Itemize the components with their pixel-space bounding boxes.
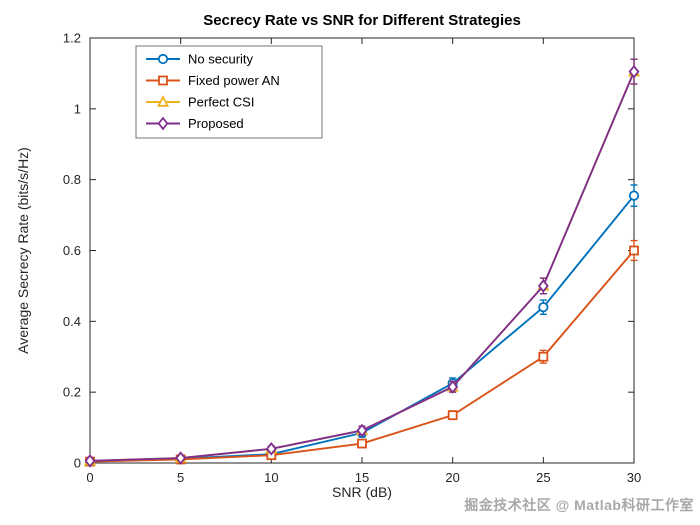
fixed-power-an-marker	[538, 351, 549, 362]
legend-label: No security	[188, 52, 254, 67]
x-tick-label: 5	[177, 470, 184, 485]
x-tick-label: 25	[536, 470, 550, 485]
legend-label: Perfect CSI	[188, 95, 254, 110]
legend-label: Fixed power AN	[188, 73, 280, 88]
proposed-marker	[537, 279, 549, 293]
legend-item-fixed-power-an: Fixed power AN	[146, 73, 280, 88]
series-proposed	[84, 58, 640, 468]
legend-item-no-security: No security	[146, 52, 254, 67]
legend-item-perfect-csi: Perfect CSI	[146, 95, 254, 110]
no-security-marker	[628, 190, 640, 201]
fixed-power-an-marker	[357, 438, 367, 449]
fixed-power-an-marker	[629, 245, 639, 256]
proposed-marker	[265, 441, 277, 456]
legend-marker	[157, 53, 169, 65]
proposed-marker	[447, 380, 459, 394]
y-tick-label: 0	[74, 456, 81, 471]
y-tick-label: 1.2	[63, 31, 81, 46]
proposed-marker	[628, 64, 640, 79]
x-tick-label: 20	[445, 470, 459, 485]
legend-marker	[158, 75, 168, 86]
legend: No security Fixed power AN Perfect CSI Prop…	[135, 45, 323, 139]
y-axis-label: Average Secrecy Rate (bits/s/Hz)	[15, 147, 31, 354]
fixed-power-an-marker	[447, 410, 458, 421]
proposed-marker	[84, 454, 96, 468]
no-security-marker	[538, 302, 549, 313]
proposed-marker	[175, 451, 187, 465]
x-tick-label: 0	[86, 470, 93, 485]
y-tick-label: 0.4	[63, 314, 81, 329]
legend-label: Proposed	[188, 116, 244, 131]
chart-title: Secrecy Rate vs SNR for Different Strate…	[203, 12, 521, 29]
y-tick-label: 0.2	[63, 385, 81, 400]
x-tick-label: 30	[627, 470, 641, 485]
watermark-text: 掘金技术社区 @ Matlab科研工作室	[464, 497, 694, 513]
proposed-marker	[356, 423, 368, 438]
y-tick-label: 0.6	[63, 243, 81, 258]
y-tick-label: 0.8	[63, 172, 81, 187]
x-tick-label: 10	[264, 470, 278, 485]
legend-item-proposed: Proposed	[146, 116, 244, 131]
x-axis-label: SNR (dB)	[332, 484, 392, 500]
x-tick-label: 15	[355, 470, 369, 485]
legend-marker	[156, 95, 170, 107]
legend-marker	[157, 116, 169, 131]
y-tick-label: 1	[74, 101, 81, 116]
